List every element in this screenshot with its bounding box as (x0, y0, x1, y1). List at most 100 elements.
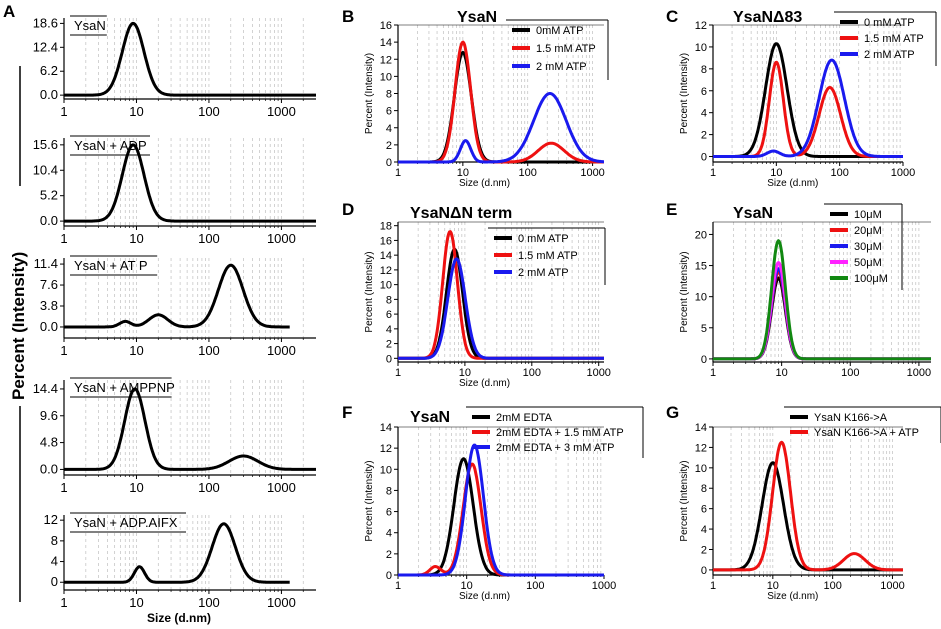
y-tick-label: 6 (386, 507, 392, 519)
y-tick-label: 6 (386, 106, 392, 118)
chart-a1: 1 10 100 1000 0.0 6.2 12.4 18.6 YsaN (33, 15, 317, 119)
x-tick-label: 1000 (267, 595, 296, 610)
x-tick-label: 1000 (907, 367, 931, 379)
y-tick-label: 16 (380, 235, 392, 247)
x-tick-label: 100 (830, 167, 848, 179)
legend-entry: 2 mM ATP (536, 61, 587, 73)
chart-title: YsaNΔ83 (733, 9, 802, 26)
legend-entry: 0mM ATP (536, 25, 583, 37)
legend-entry: 2 mM ATP (518, 267, 569, 279)
y-tick-label: 14 (695, 422, 707, 434)
series-line (712, 58, 904, 158)
y-tick-label: 12 (44, 512, 58, 527)
legend-entry: 50μM (854, 257, 882, 269)
y-tick-label: 6 (386, 309, 392, 321)
series-line (397, 257, 605, 360)
chart-e: 1 10 100 1000 0 5 10 15 20 Percent (Intensity) Ysa… (679, 203, 932, 379)
x-tick-label: 1 (60, 104, 67, 119)
y-tick-label: 12 (695, 20, 707, 32)
y-tick-label: 12.4 (33, 39, 58, 54)
chart-g: 1 10 100 1000 0 2 4 6 8 10 12 14 Percent (Intensity)… (679, 406, 941, 602)
legend-entry: 100μM (854, 273, 888, 285)
y-tick-label: 12 (380, 54, 392, 66)
series-line (397, 443, 605, 577)
y-tick-label: 15 (695, 261, 707, 273)
panel-label-g: G (666, 403, 679, 422)
gridlines (418, 427, 602, 575)
x-tick-label: 100 (198, 343, 220, 358)
series-line (63, 143, 317, 223)
x-tick-label: 100 (198, 231, 220, 246)
y-tick-label: 2 (386, 140, 392, 152)
legend-entry: 0 mM ATP (864, 17, 915, 29)
x-tick-label: 100 (519, 167, 537, 179)
chart-b: 1 10 100 1000 0 2 4 6 8 10 12 14 16 Percent (Intensit… (364, 9, 609, 189)
y-tick-label: 8 (701, 483, 707, 495)
x-tick-label: 100 (198, 480, 220, 495)
chart-a5: 1 10 100 1000 0 4 8 12 YsaN + ADP.AIFX (44, 512, 316, 610)
chart-f: 1 10 100 1000 0 2 4 6 8 10 12 14 Percent (Intensity)… (364, 406, 644, 602)
x-tick-label: 1000 (580, 167, 604, 179)
panel-label-a: A (3, 2, 15, 21)
y-tick-label: 4 (701, 524, 707, 536)
series-line (712, 440, 904, 572)
y-tick-label: 8 (701, 64, 707, 76)
chart-a2: 1 10 100 1000 0.0 5.2 10.4 15.6 YsaN + ADP (33, 135, 317, 246)
y-tick-label: 4 (701, 108, 707, 120)
chart-title: YsaN (410, 409, 450, 426)
gridlines (417, 222, 600, 362)
y-tick-label: 6.2 (40, 63, 58, 78)
legend-entry: YsaN + AMPPNP (74, 380, 175, 395)
y-tick-label: 8 (386, 294, 392, 306)
x-axis-label: Size (d.nm) (767, 178, 818, 189)
legend-entry: 0 mM ATP (518, 233, 569, 245)
y-tick-label: 4 (386, 324, 392, 336)
y-tick-label: 0 (701, 152, 707, 164)
legend-entry: 20μM (854, 225, 882, 237)
legend: 0 mM ATP 1.5 mM ATP 2 mM ATP (834, 11, 937, 66)
x-tick-label: 1 (60, 480, 67, 495)
y-tick-label: 10 (380, 280, 392, 292)
chart-title: YsaNΔN term (410, 205, 512, 222)
x-tick-label: 10 (770, 167, 782, 179)
series-line (63, 21, 317, 97)
x-axis-label: Size (d.nm) (767, 591, 818, 602)
x-tick-label: 10 (767, 580, 779, 592)
legend: 10μM 20μM 30μM 50μM 100μM (824, 203, 903, 290)
panel-label-d: D (342, 200, 354, 219)
legend-entry: 1.5 mM ATP (536, 43, 596, 55)
legend-entry: 1.5 mM ATP (518, 250, 578, 262)
x-tick-label: 100 (841, 367, 859, 379)
y-tick-label: 10 (695, 292, 707, 304)
legend-entry: YsaN + ADP.AIFX (74, 515, 178, 530)
y-tick-label: 18 (380, 221, 392, 233)
x-tick-label: 1000 (891, 167, 915, 179)
legend: 0mM ATP 1.5 mM ATP 2 mM ATP (506, 19, 609, 80)
legend-entry: 2mM EDTA (496, 412, 553, 424)
legend-entry: 10μM (854, 209, 882, 221)
legend-entry: 2mM EDTA + 1.5 mM ATP (496, 427, 624, 439)
y-tick-label: 8 (386, 89, 392, 101)
y-tick-label: 6 (701, 504, 707, 516)
y-tick-label: 7.6 (40, 277, 58, 292)
x-tick-label: 10 (459, 367, 471, 379)
y-tick-label: 4 (51, 554, 58, 569)
panel-label-c: C (666, 7, 678, 26)
y-tick-label: 11.4 (34, 256, 58, 271)
y-tick-label: 18.6 (33, 15, 58, 30)
y-tick-label: 15.6 (33, 137, 58, 152)
x-tick-label: 1000 (267, 104, 296, 119)
y-tick-label: 0.0 (40, 461, 58, 476)
y-tick-label: 0.0 (40, 87, 58, 102)
chart-c: 1 10 100 1000 0 2 4 6 8 10 12 Percent (Intensity) Si… (679, 9, 937, 189)
gridlines (85, 380, 304, 475)
y-tick-label: 8 (386, 485, 392, 497)
y-tick-label: 10 (695, 463, 707, 475)
y-axis-label: Percent (Intensity) (679, 460, 690, 541)
x-tick-label: 10 (129, 595, 143, 610)
y-axis-label: Percent (Intensity) (364, 53, 375, 134)
chart-d: 1 10 100 1000 0 2 4 6 8 10 12 14 16 18 Percent (Intens… (364, 205, 611, 389)
y-axis-label: Percent (Intensity) (364, 460, 375, 541)
y-tick-label: 10.4 (33, 162, 58, 177)
